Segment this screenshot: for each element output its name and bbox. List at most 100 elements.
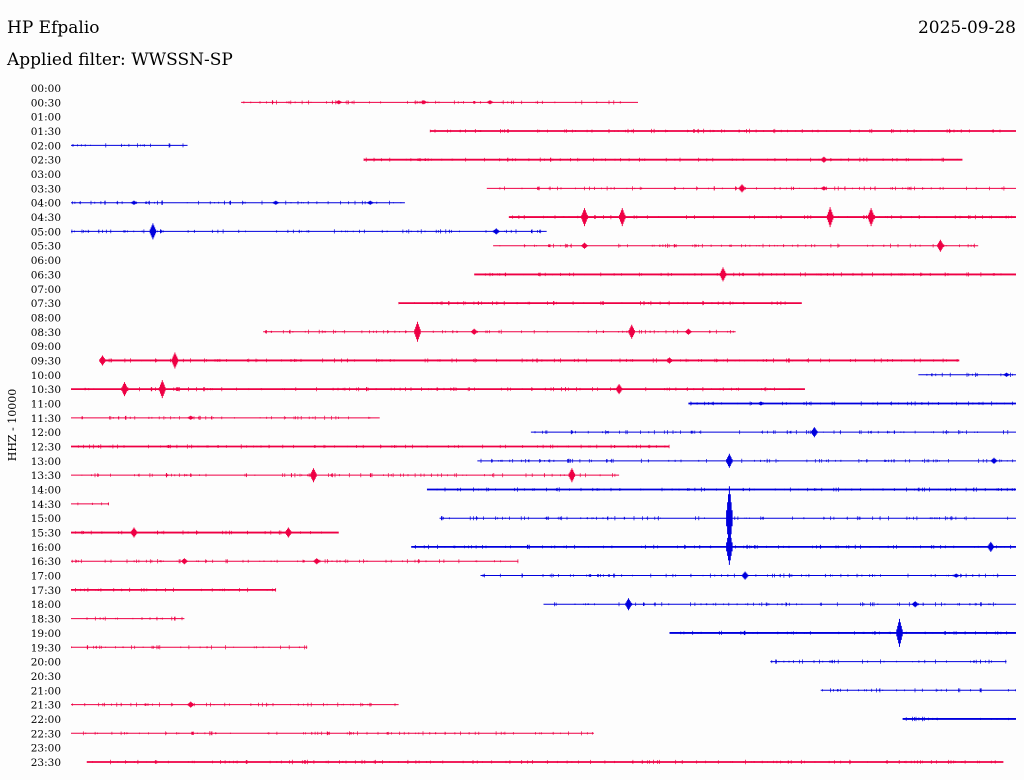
trace-event	[159, 380, 166, 399]
row-label: 11:30	[31, 413, 61, 425]
trace-noise	[83, 387, 790, 392]
trace-noise	[680, 630, 1008, 636]
row-label: 09:30	[31, 355, 61, 367]
trace-noise	[81, 473, 616, 478]
trace-event	[272, 200, 279, 205]
date-label: 2025-09-28	[917, 18, 1016, 38]
trace-event	[738, 184, 746, 193]
row-label: 12:00	[31, 427, 61, 439]
trace-event	[757, 401, 765, 406]
trace-event	[414, 321, 421, 342]
row-label: 06:30	[31, 269, 61, 281]
trace-event	[181, 558, 188, 565]
trace-event	[310, 468, 317, 483]
row-label: 07:30	[31, 298, 61, 310]
row-label: 08:30	[31, 327, 61, 339]
trace-noise	[86, 616, 183, 621]
y-axis-label: HHZ - 10000	[6, 389, 19, 462]
row-label: 19:30	[31, 642, 61, 654]
trace-event	[719, 267, 727, 282]
trace-noise	[265, 329, 734, 334]
row-label: 04:00	[31, 198, 61, 210]
row-label: 19:00	[31, 628, 61, 640]
row-label: 01:30	[31, 126, 61, 138]
row-label: 08:00	[31, 312, 61, 324]
trace-event	[187, 701, 194, 708]
trace-noise	[71, 559, 519, 564]
trace-noise	[75, 530, 322, 535]
trace-noise	[75, 587, 277, 593]
trace-noise	[534, 430, 1009, 435]
row-label: 05:00	[31, 226, 61, 238]
row-label: 15:00	[31, 513, 61, 525]
trace-event	[335, 100, 342, 105]
trace-noise	[441, 516, 1009, 521]
trace-noise	[771, 659, 1007, 664]
row-label: 03:30	[31, 183, 61, 195]
row-label: 02:30	[31, 155, 61, 167]
trace-noise	[92, 759, 996, 765]
row-label: 05:30	[31, 241, 61, 253]
trace-event	[130, 200, 138, 205]
trace-noise	[926, 372, 1013, 377]
row-label: 06:00	[31, 255, 61, 267]
row-label: 10:30	[31, 384, 61, 396]
trace-event	[726, 486, 733, 551]
row-label: 22:30	[31, 728, 61, 740]
trace-event	[937, 239, 944, 252]
trace-event	[121, 382, 128, 397]
trace-event	[171, 352, 179, 369]
trace-event	[867, 208, 875, 227]
row-label: 17:30	[31, 585, 61, 597]
trace-event	[666, 357, 673, 364]
trace-event	[471, 328, 478, 335]
row-label: 00:00	[31, 83, 61, 95]
trace-event	[811, 427, 818, 438]
trace-event	[987, 541, 994, 552]
trace-noise	[499, 243, 975, 248]
trace-event	[99, 355, 106, 366]
row-label: 01:00	[31, 112, 61, 124]
trace-event	[486, 100, 494, 105]
row-label: 03:00	[31, 169, 61, 181]
trace-event	[826, 207, 834, 228]
row-label: 18:00	[31, 599, 61, 611]
row-label: 16:30	[31, 556, 61, 568]
trace-noise	[822, 688, 1016, 693]
row-label: 12:30	[31, 442, 61, 454]
trace-event	[149, 223, 157, 240]
trace-noise	[690, 401, 1013, 406]
row-label: 23:00	[31, 743, 61, 755]
trace-event	[581, 208, 588, 227]
trace-noise	[436, 487, 1015, 492]
trace-event	[726, 528, 733, 565]
trace-event	[615, 384, 623, 395]
trace-noise	[72, 702, 396, 707]
trace-event	[313, 558, 320, 565]
row-label: 13:30	[31, 470, 61, 482]
trace-noise	[71, 229, 542, 234]
trace-noise	[82, 731, 593, 736]
trace-noise	[363, 157, 958, 162]
trace-event	[581, 242, 588, 249]
trace-event	[420, 100, 427, 105]
trace-event	[367, 200, 374, 205]
trace-noise	[480, 458, 1014, 463]
trace-event	[619, 208, 626, 227]
trace-event	[285, 527, 292, 538]
station-title: HP Efpalio	[7, 18, 100, 38]
filter-label: Applied filter: WWSSN-SP	[7, 50, 233, 70]
row-label: 17:00	[31, 571, 61, 583]
trace-event	[912, 601, 919, 608]
trace-event	[568, 468, 576, 483]
row-label: 16:00	[31, 542, 61, 554]
trace-event	[685, 328, 692, 335]
row-label: 11:00	[31, 398, 61, 410]
trace-event	[820, 186, 828, 191]
row-label: 18:30	[31, 614, 61, 626]
trace-event	[741, 571, 749, 580]
row-label: 21:30	[31, 700, 61, 712]
trace-event	[990, 457, 998, 464]
trace-noise	[108, 358, 958, 363]
trace-event	[130, 527, 138, 538]
